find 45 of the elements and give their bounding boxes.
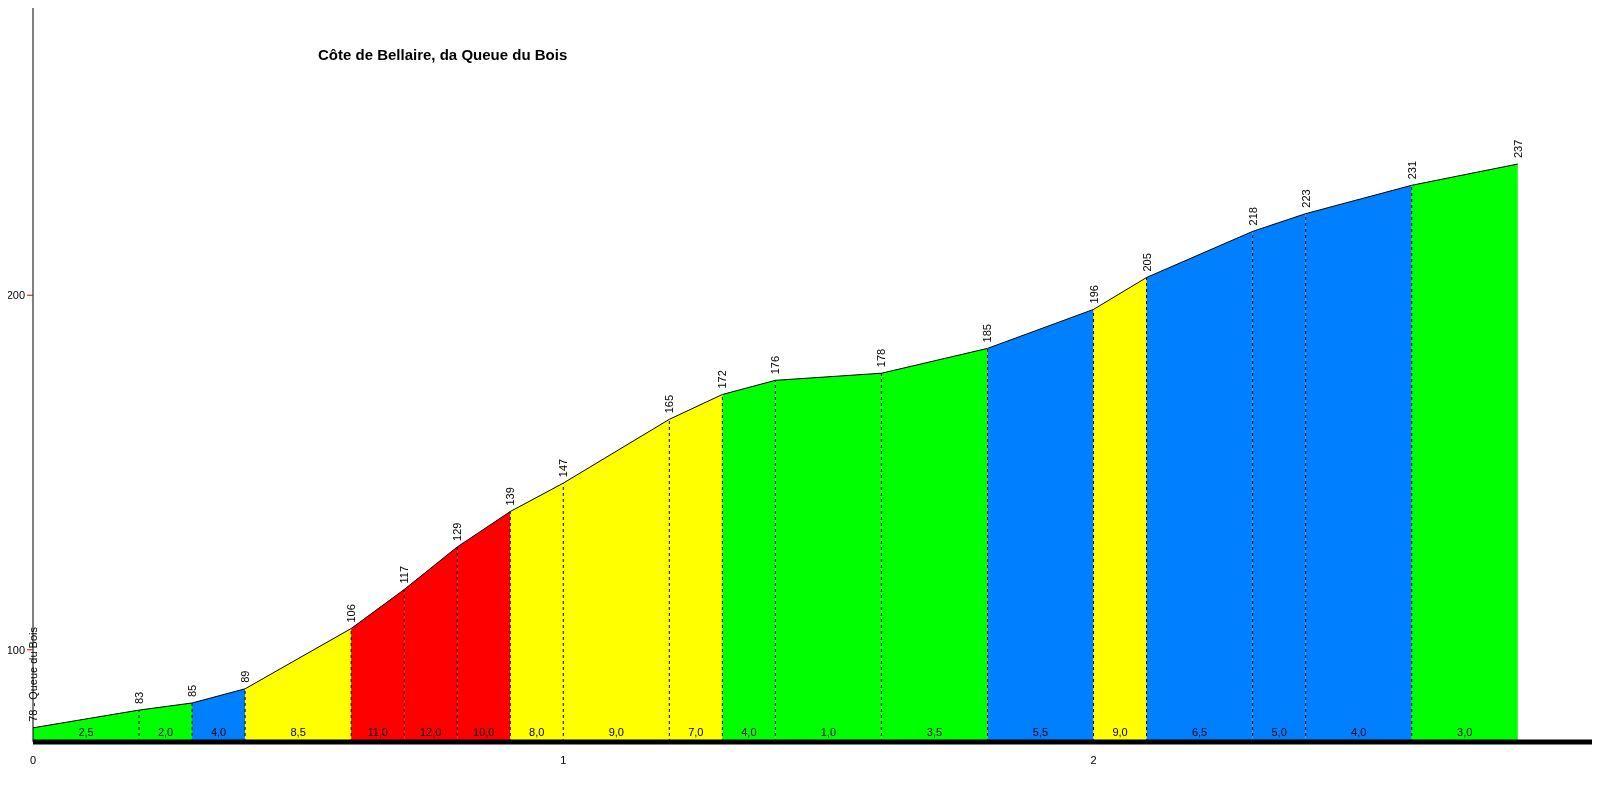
annotation: 6,5 [1191, 726, 1208, 738]
y-tick-label: 200 [6, 289, 25, 302]
annotation: 8,5 [290, 726, 306, 738]
data-label: 165 [663, 394, 676, 414]
x-tick-label: 0 [29, 753, 37, 766]
annotation: 3,5 [926, 726, 943, 738]
data-label: 147 [557, 458, 570, 478]
data-label: 196 [1087, 285, 1100, 304]
annotation: 11,0 [367, 726, 388, 738]
data-label: 129 [451, 522, 464, 541]
data-label: 176 [769, 355, 782, 375]
data-label: 89 [239, 670, 252, 683]
data-label: 78 - Queue du Bois [27, 626, 39, 722]
annotation: 5,5 [1032, 726, 1049, 738]
data-label: 83 [133, 691, 146, 705]
data-label: 139 [504, 487, 517, 506]
data-label: 178 [875, 348, 888, 368]
data-label: 223 [1299, 189, 1312, 208]
annotation: 3,0 [1457, 726, 1473, 738]
x-tick-label: 1 [560, 753, 567, 766]
data-label: 218 [1246, 207, 1259, 226]
annotation: 5,0 [1271, 726, 1287, 738]
data-label: 106 [345, 604, 358, 623]
annotation: 12,0 [419, 726, 442, 738]
data-label: 172 [716, 370, 729, 389]
x-tick-label: 2 [1090, 753, 1097, 766]
annotation: 7,0 [688, 726, 704, 738]
data-label: 185 [981, 324, 994, 343]
annotation: 9,0 [608, 726, 624, 738]
data-label: 237 [1511, 139, 1524, 159]
annotation: 2,0 [157, 726, 174, 738]
annotation: 4,0 [741, 726, 757, 738]
data-label: 85 [186, 684, 199, 697]
data-label: 205 [1140, 253, 1153, 272]
y-tick-label: 100 [6, 643, 25, 656]
annotation: 9,0 [1112, 726, 1128, 738]
annotation: 4,0 [1351, 726, 1367, 738]
data-label: 231 [1405, 160, 1418, 180]
data-label: 117 [398, 565, 411, 584]
annotation: 10,0 [473, 726, 495, 738]
annotation: 4,0 [210, 726, 227, 738]
annotation: 1,0 [820, 726, 837, 738]
text: Côte de Bellaire, da Queue du Bois [318, 46, 568, 63]
annotation: 8,0 [529, 726, 545, 738]
annotation: 2,5 [78, 726, 94, 738]
